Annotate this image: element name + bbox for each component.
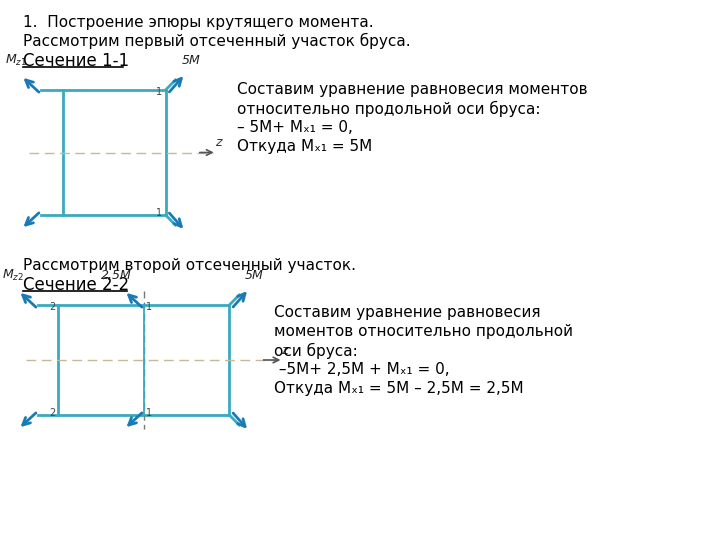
Text: z: z bbox=[215, 137, 221, 150]
Text: 2: 2 bbox=[50, 408, 55, 418]
Text: 1: 1 bbox=[156, 208, 161, 218]
Text: Рассмотрим первый отсеченный участок бруса.: Рассмотрим первый отсеченный участок бру… bbox=[23, 33, 411, 49]
Text: –5M+ 2,5M + Mₓ₁ = 0,: –5M+ 2,5M + Mₓ₁ = 0, bbox=[274, 362, 449, 377]
Text: – 5M+ Mₓ₁ = 0,: – 5M+ Mₓ₁ = 0, bbox=[237, 120, 353, 135]
Text: оси бруса:: оси бруса: bbox=[274, 343, 357, 359]
Text: 1: 1 bbox=[146, 408, 152, 418]
Text: моментов относительно продольной: моментов относительно продольной bbox=[274, 324, 572, 339]
Text: 5M: 5M bbox=[181, 54, 200, 67]
Text: Откуда Mₓ₁ = 5M – 2,5M = 2,5M: Откуда Mₓ₁ = 5M – 2,5M = 2,5M bbox=[274, 381, 523, 396]
Text: 2: 2 bbox=[50, 302, 55, 312]
Text: 2,5M: 2,5M bbox=[102, 269, 132, 282]
Text: Рассмотрим второй отсеченный участок.: Рассмотрим второй отсеченный участок. bbox=[23, 258, 356, 273]
Text: $M_{z2}$: $M_{z2}$ bbox=[2, 268, 24, 283]
Text: относительно продольной оси бруса:: относительно продольной оси бруса: bbox=[237, 101, 541, 117]
Text: Откуда Mₓ₁ = 5M: Откуда Mₓ₁ = 5M bbox=[237, 139, 372, 154]
Text: z: z bbox=[282, 344, 288, 357]
Text: 1.  Построение эпюры крутящего момента.: 1. Построение эпюры крутящего момента. bbox=[23, 15, 374, 30]
Text: 5M: 5M bbox=[245, 269, 264, 282]
Text: $M_{z1}$: $M_{z1}$ bbox=[5, 53, 27, 68]
Text: Составим уравнение равновесия: Составим уравнение равновесия bbox=[274, 305, 540, 320]
Text: Сечение 1-1: Сечение 1-1 bbox=[23, 52, 130, 70]
Text: 1: 1 bbox=[146, 302, 152, 312]
Text: Составим уравнение равновесия моментов: Составим уравнение равновесия моментов bbox=[237, 82, 588, 97]
Text: Сечение 2-2: Сечение 2-2 bbox=[23, 276, 130, 294]
Text: 1: 1 bbox=[156, 87, 161, 97]
